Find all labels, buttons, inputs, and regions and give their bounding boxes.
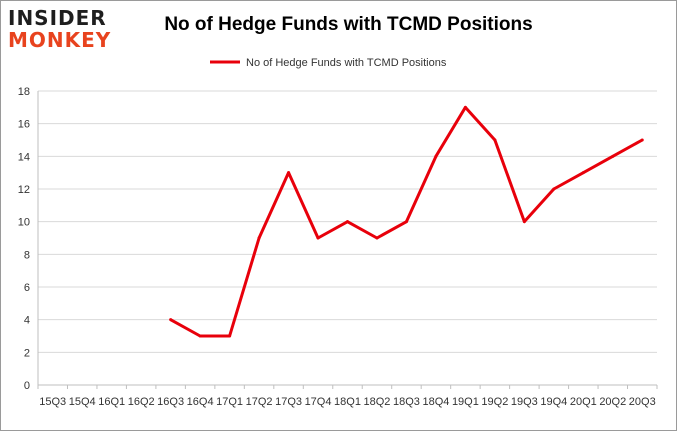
y-tick-label: 2 bbox=[24, 347, 30, 359]
legend-label: No of Hedge Funds with TCMD Positions bbox=[246, 57, 447, 69]
x-tick-label: 16Q2 bbox=[128, 396, 155, 408]
x-tick-label: 15Q4 bbox=[69, 396, 96, 408]
x-tick-label: 15Q3 bbox=[39, 396, 66, 408]
x-tick-label: 20Q3 bbox=[629, 396, 656, 408]
x-tick-label: 19Q1 bbox=[452, 396, 479, 408]
x-tick-label: 18Q2 bbox=[364, 396, 391, 408]
data-point bbox=[611, 154, 615, 158]
x-tick-label: 16Q4 bbox=[187, 396, 214, 408]
data-point bbox=[287, 171, 291, 175]
data-point bbox=[434, 154, 438, 158]
x-tick-label: 19Q2 bbox=[481, 396, 508, 408]
logo-line1: INSIDER bbox=[8, 6, 107, 30]
logo-line2: MONKEY bbox=[8, 28, 112, 52]
x-tick-label: 16Q1 bbox=[98, 396, 125, 408]
x-tick-label: 16Q3 bbox=[157, 396, 184, 408]
x-tick-label: 18Q4 bbox=[422, 396, 449, 408]
x-tick-label: 17Q4 bbox=[305, 396, 332, 408]
data-point bbox=[169, 318, 173, 322]
y-tick-label: 8 bbox=[24, 249, 30, 261]
y-tick-label: 6 bbox=[24, 282, 30, 294]
x-tick-label: 17Q2 bbox=[246, 396, 273, 408]
data-point bbox=[640, 138, 644, 142]
data-point bbox=[257, 236, 261, 240]
insider-monkey-logo: INSIDER MONKEY bbox=[8, 6, 126, 52]
y-tick-label: 0 bbox=[24, 380, 30, 392]
data-point bbox=[346, 220, 349, 224]
x-tick-label: 17Q3 bbox=[275, 396, 302, 408]
x-tick-label: 19Q3 bbox=[511, 396, 538, 408]
chart-title: No of Hedge Funds with TCMD Positions bbox=[164, 14, 533, 35]
data-point bbox=[552, 187, 556, 191]
y-tick-label: 18 bbox=[18, 86, 30, 98]
x-tick-label: 18Q3 bbox=[393, 396, 420, 408]
data-point bbox=[228, 334, 232, 338]
y-tick-label: 4 bbox=[24, 315, 30, 327]
data-point bbox=[404, 220, 408, 224]
data-point bbox=[493, 138, 497, 142]
data-point bbox=[198, 334, 202, 338]
y-tick-label: 14 bbox=[18, 151, 30, 163]
x-tick-label: 19Q4 bbox=[540, 396, 567, 408]
x-tick-label: 20Q2 bbox=[599, 396, 626, 408]
y-tick-label: 12 bbox=[18, 184, 30, 196]
y-tick-label: 16 bbox=[18, 119, 30, 131]
data-point bbox=[463, 105, 467, 109]
x-tick-label: 17Q1 bbox=[216, 396, 243, 408]
data-point bbox=[581, 171, 585, 175]
x-tick-label: 18Q1 bbox=[334, 396, 361, 408]
data-point bbox=[316, 236, 320, 240]
data-point bbox=[375, 236, 379, 240]
x-tick-label: 20Q1 bbox=[570, 396, 597, 408]
data-point bbox=[522, 220, 526, 224]
y-tick-label: 10 bbox=[18, 217, 30, 229]
